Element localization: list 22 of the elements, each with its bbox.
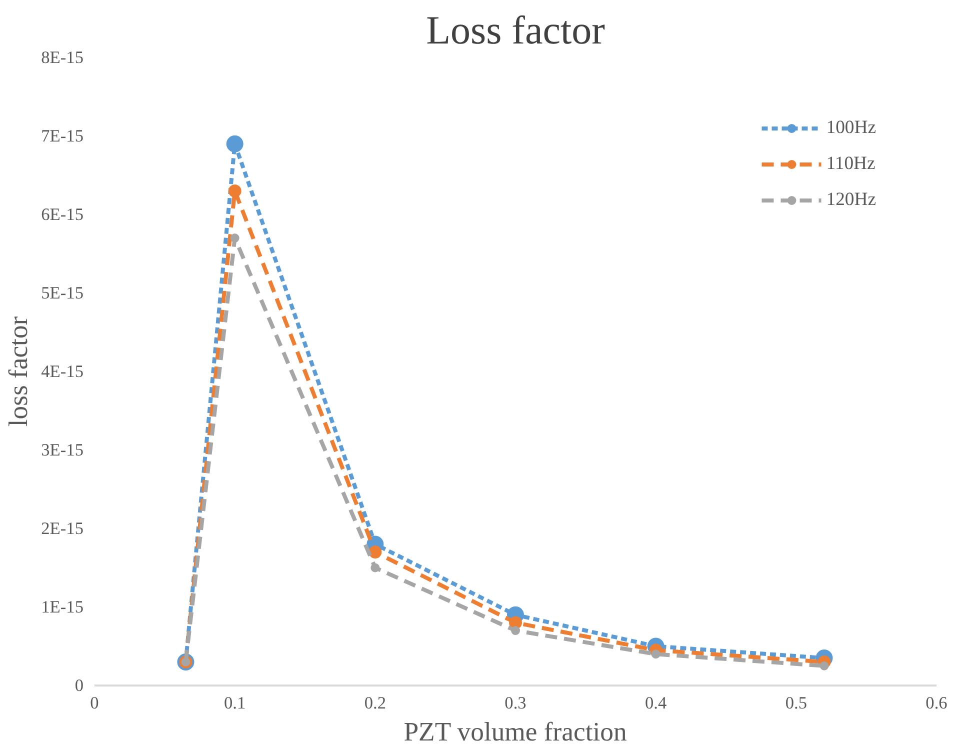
- y-axis-title: loss factor: [3, 316, 34, 427]
- legend-label: 120Hz: [826, 189, 876, 211]
- chart-title: Loss factor: [426, 8, 605, 52]
- x-tick-label: 0.2: [364, 694, 386, 712]
- legend-label: 110Hz: [826, 153, 876, 175]
- y-tick-label: 1E-15: [41, 598, 84, 616]
- x-tick-label: 0: [90, 694, 99, 712]
- y-tick-label: 4E-15: [41, 362, 84, 381]
- y-tick-label: 2E-15: [41, 519, 84, 538]
- x-tick-label: 0.3: [504, 694, 526, 712]
- x-tick-label: 0.5: [785, 694, 808, 712]
- y-tick-label: 3E-15: [41, 440, 84, 460]
- x-axis-title: PZT volume fraction: [404, 716, 627, 746]
- y-tick-label: 7E-15: [41, 126, 84, 146]
- y-tick-label: 8E-15: [41, 48, 84, 67]
- y-tick-label: 5E-15: [41, 284, 84, 302]
- legend-label: 100Hz: [826, 117, 876, 139]
- x-tick-label: 0.4: [645, 694, 667, 712]
- x-tick-label: 0.1: [224, 694, 246, 712]
- y-tick-label: 6E-15: [41, 205, 84, 224]
- y-tick-label: 0: [74, 676, 84, 695]
- x-tick-label: 0.6: [926, 694, 948, 712]
